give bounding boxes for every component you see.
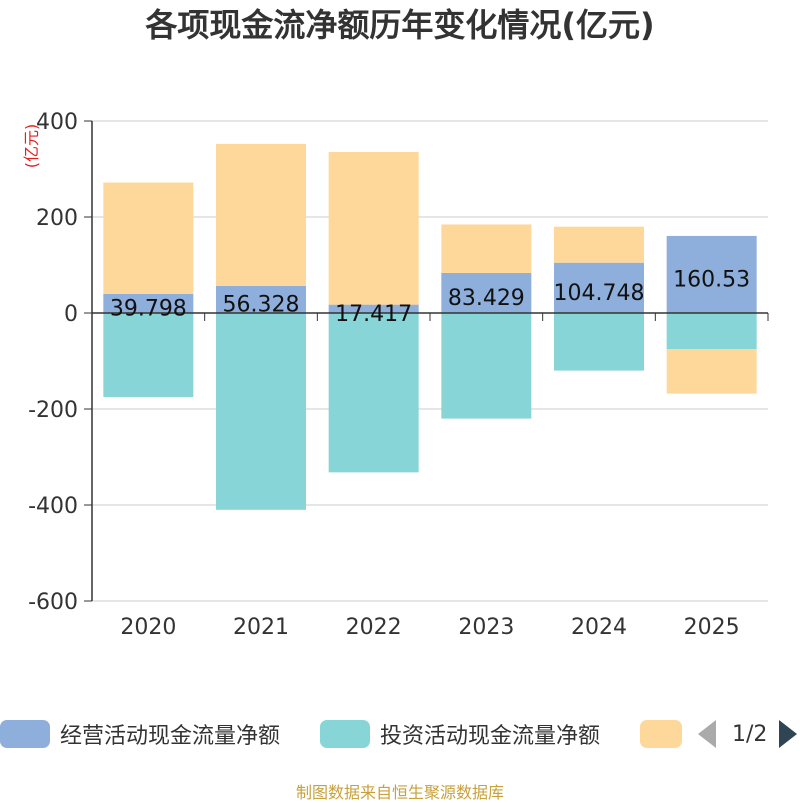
- legend-swatch-investing: [320, 720, 370, 748]
- bar-layer: [103, 143, 757, 510]
- y-tick-label: -200: [28, 398, 78, 423]
- x-tick-label: 2022: [346, 615, 402, 640]
- bar-series0-2021[interactable]: [216, 285, 306, 313]
- bar-series0-2023[interactable]: [441, 272, 532, 313]
- legend-swatch-operating: [0, 720, 50, 748]
- y-tick-label: 400: [36, 110, 78, 135]
- x-tick-label: 2025: [684, 615, 740, 640]
- axes: 400 200 0 -200 -400 -600 2020 2021 2022 2023 2024 2…: [28, 110, 769, 640]
- legend-label-operating: 经营活动现金流量净额: [60, 724, 281, 749]
- next-page-icon[interactable]: [779, 720, 798, 748]
- legend-page-indicator: 1/2: [732, 721, 768, 747]
- data-label: 17.417: [335, 302, 412, 327]
- legend-label-investing: 投资活动现金流量净额: [380, 724, 601, 749]
- bar-series2-2020[interactable]: [103, 182, 194, 294]
- x-tick-label: 2024: [571, 615, 627, 640]
- bar-series1-2024[interactable]: [554, 313, 644, 371]
- y-tick-label: -600: [28, 590, 78, 615]
- legend-item-operating[interactable]: 经营活动现金流量净额: [0, 716, 280, 752]
- source-note: 制图数据来自恒生聚源数据库: [295, 783, 504, 802]
- data-label: 104.748: [554, 281, 645, 306]
- gridlines: [92, 120, 768, 602]
- bar-series0-2025[interactable]: [666, 235, 757, 313]
- legend-pager: 1/2: [698, 716, 798, 752]
- x-tick-label: 2020: [120, 615, 176, 640]
- data-label: 83.429: [448, 286, 525, 311]
- y-tick-label: 0: [64, 302, 78, 327]
- y-tick-label: 200: [36, 206, 78, 231]
- bar-series2-2021[interactable]: [216, 143, 306, 286]
- data-label: 39.798: [110, 296, 187, 321]
- bar-series1-2023[interactable]: [441, 313, 532, 419]
- bar-series1-2022[interactable]: [328, 313, 419, 473]
- x-tick-label: 2021: [233, 615, 289, 640]
- bar-series2-2025[interactable]: [666, 349, 757, 394]
- legend-item-investing[interactable]: 投资活动现金流量净额: [320, 716, 600, 752]
- data-label-layer: 39.798 56.328 17.417 83.429 104.748 160.53: [110, 267, 750, 326]
- data-label: 160.53: [673, 267, 750, 292]
- bar-series2-2022[interactable]: [328, 151, 419, 305]
- bar-series0-2022[interactable]: [328, 304, 419, 313]
- bar-series0-2020[interactable]: [103, 293, 194, 313]
- prev-page-icon[interactable]: [698, 720, 716, 748]
- data-label: 56.328: [223, 292, 300, 317]
- y-axis-unit-label: (亿元): [22, 124, 41, 169]
- bar-series1-2021[interactable]: [216, 313, 306, 510]
- legend: 经营活动现金流量净额 投资活动现金流量净额 1/2: [0, 716, 800, 752]
- y-tick-label: -400: [28, 494, 78, 519]
- bar-series2-2024[interactable]: [554, 226, 644, 263]
- x-tick-label: 2023: [458, 615, 514, 640]
- bar-series0-2024[interactable]: [554, 262, 644, 313]
- bar-series1-2025[interactable]: [666, 313, 757, 349]
- bar-series1-2020[interactable]: [103, 313, 194, 397]
- legend-item-financing[interactable]: [640, 716, 682, 752]
- chart-title: 各项现金流净额历年变化情况(亿元): [145, 6, 654, 44]
- legend-swatch-financing: [640, 720, 682, 748]
- bar-series2-2023[interactable]: [441, 224, 532, 273]
